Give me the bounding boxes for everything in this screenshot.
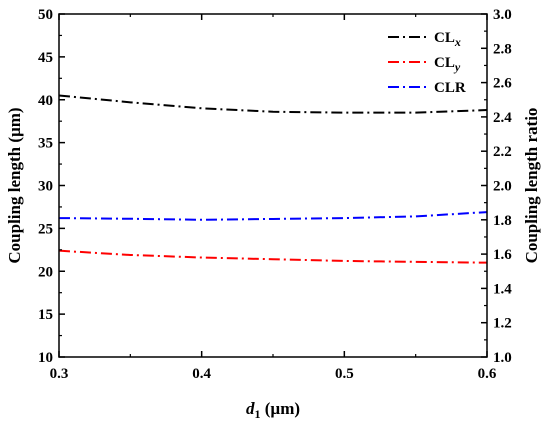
y-left-tick-label: 35 <box>38 136 53 152</box>
y-left-tick-label: 10 <box>38 350 53 366</box>
y-right-tick-label: 1.0 <box>493 350 512 366</box>
axes: 0.3 0.4 0.5 0.6 10 15 20 25 30 35 40 45 50 1.0 1.2 1.4 1… <box>38 7 512 382</box>
y-left-tick-label: 30 <box>38 179 53 195</box>
legend-label-clr: CLR <box>434 80 466 96</box>
plot-frame <box>58 13 488 358</box>
y-left-tick-label: 25 <box>38 221 53 237</box>
y-right-tick-label: 1.8 <box>493 213 512 229</box>
x-tick-label: 0.4 <box>192 366 211 382</box>
y-right-tick-label: 2.0 <box>493 179 512 195</box>
y-left-tick-label: 50 <box>38 7 53 23</box>
x-tick-label: 0.6 <box>478 366 497 382</box>
x-axis-title-unit: (µm) <box>260 399 300 418</box>
x-tick-label: 0.3 <box>50 366 69 382</box>
x-axis-title: d1 (µm) <box>246 399 300 421</box>
y-axis-left-title: Coupling length (µm) <box>5 107 24 263</box>
plot-area <box>58 94 488 264</box>
y-right-tick-label: 1.6 <box>493 247 512 263</box>
legend-label-cly: CLy <box>434 55 461 74</box>
y-left-tick-label: 40 <box>38 93 53 109</box>
y-axis-right-title: Coupling length ratio <box>522 108 541 264</box>
y-left-tick-label: 20 <box>38 264 53 280</box>
y-left-tick-label: 45 <box>38 50 53 66</box>
series-line-cly <box>58 249 488 264</box>
y-right-tick-label: 2.4 <box>493 110 512 126</box>
y-right-tick-label: 2.6 <box>493 76 512 92</box>
series-line-clr <box>58 211 488 221</box>
x-axis-title-main: d <box>246 399 255 418</box>
y-right-tick-label: 3.0 <box>493 7 512 23</box>
y-right-tick-label: 2.8 <box>493 41 512 57</box>
legend-label-clx: CLx <box>434 30 461 49</box>
x-tick-label: 0.5 <box>335 366 354 382</box>
y-left-tick-label: 15 <box>38 307 53 323</box>
y-right-tick-label: 2.2 <box>493 144 512 160</box>
series-line-clx <box>58 94 488 114</box>
y-right-tick-label: 1.4 <box>493 281 512 297</box>
legend: CLx CLy CLR <box>388 30 466 96</box>
y-right-tick-label: 1.2 <box>493 316 512 332</box>
x-axis-title-subscript: 1 <box>254 407 260 421</box>
